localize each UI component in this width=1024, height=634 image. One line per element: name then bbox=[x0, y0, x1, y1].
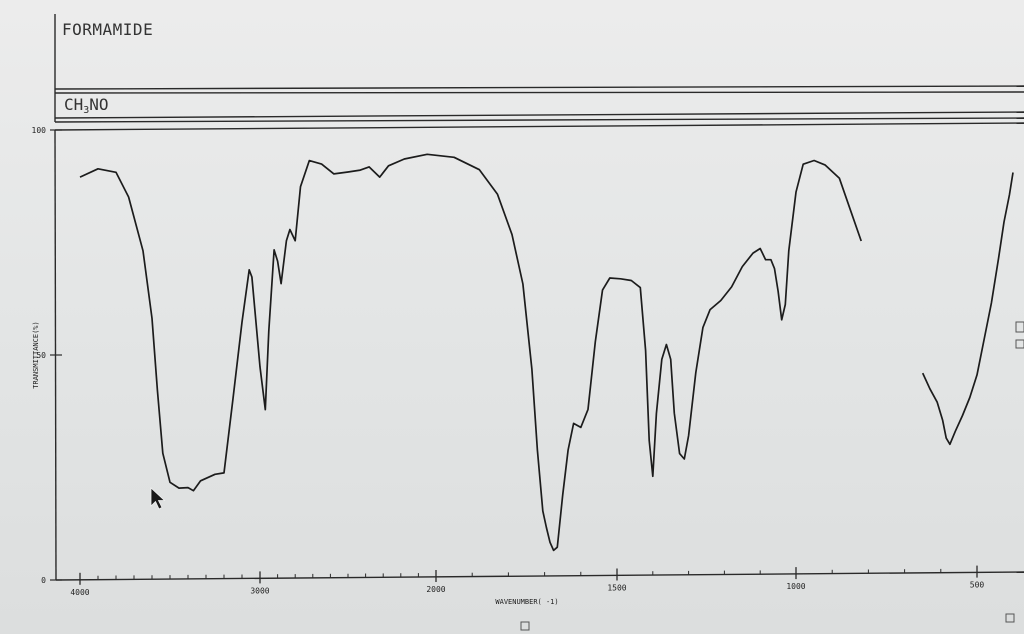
x-tick-label: 3000 bbox=[250, 586, 269, 595]
axis-ticks bbox=[50, 129, 978, 585]
x-axis-line bbox=[55, 571, 1024, 581]
x-axis-label: WAVENUMBER( -1) bbox=[495, 598, 558, 606]
formula-suffix: NO bbox=[89, 95, 108, 114]
x-tick-label: 2000 bbox=[426, 585, 445, 594]
right-edge-handle-lower[interactable] bbox=[1015, 339, 1024, 349]
header-panel bbox=[54, 14, 1024, 123]
x-tick-label: 4000 bbox=[70, 588, 89, 597]
spectrum-trace-1 bbox=[79, 153, 863, 552]
x-tick-label: 1000 bbox=[786, 582, 805, 591]
right-edge-handle[interactable] bbox=[1015, 321, 1024, 333]
bottom-handle[interactable] bbox=[520, 621, 530, 631]
header-divider-base bbox=[54, 117, 1024, 123]
y-tick-label: 0 bbox=[41, 576, 46, 585]
axis-tick-labels: 4000 3000 2000 1500 1000 500 0 50 100 bbox=[32, 126, 985, 597]
plot-frame bbox=[54, 122, 1024, 581]
header-divider-top bbox=[54, 85, 1024, 90]
spectrum-traces bbox=[79, 153, 1014, 552]
compound-formula: CH3NO bbox=[64, 95, 109, 116]
bottom-right-handle[interactable] bbox=[1005, 613, 1015, 623]
compound-name: FORMAMIDE bbox=[62, 20, 153, 39]
plot-top-border bbox=[54, 122, 1024, 131]
header-divider-mid bbox=[54, 91, 1024, 94]
y-axis-label: TRANSMITTANCE(%) bbox=[32, 321, 40, 388]
y-tick-label: 100 bbox=[32, 126, 47, 135]
spectrum-trace-2 bbox=[921, 172, 1014, 446]
y-tick-label: 50 bbox=[36, 351, 46, 360]
formula-prefix: CH bbox=[64, 95, 83, 114]
header-divider-bottom bbox=[54, 111, 1024, 119]
formula-subscript: 3 bbox=[83, 105, 89, 116]
x-tick-label: 1500 bbox=[607, 584, 626, 593]
x-tick-label: 500 bbox=[970, 581, 985, 590]
arrow-pointer-icon bbox=[150, 487, 166, 510]
